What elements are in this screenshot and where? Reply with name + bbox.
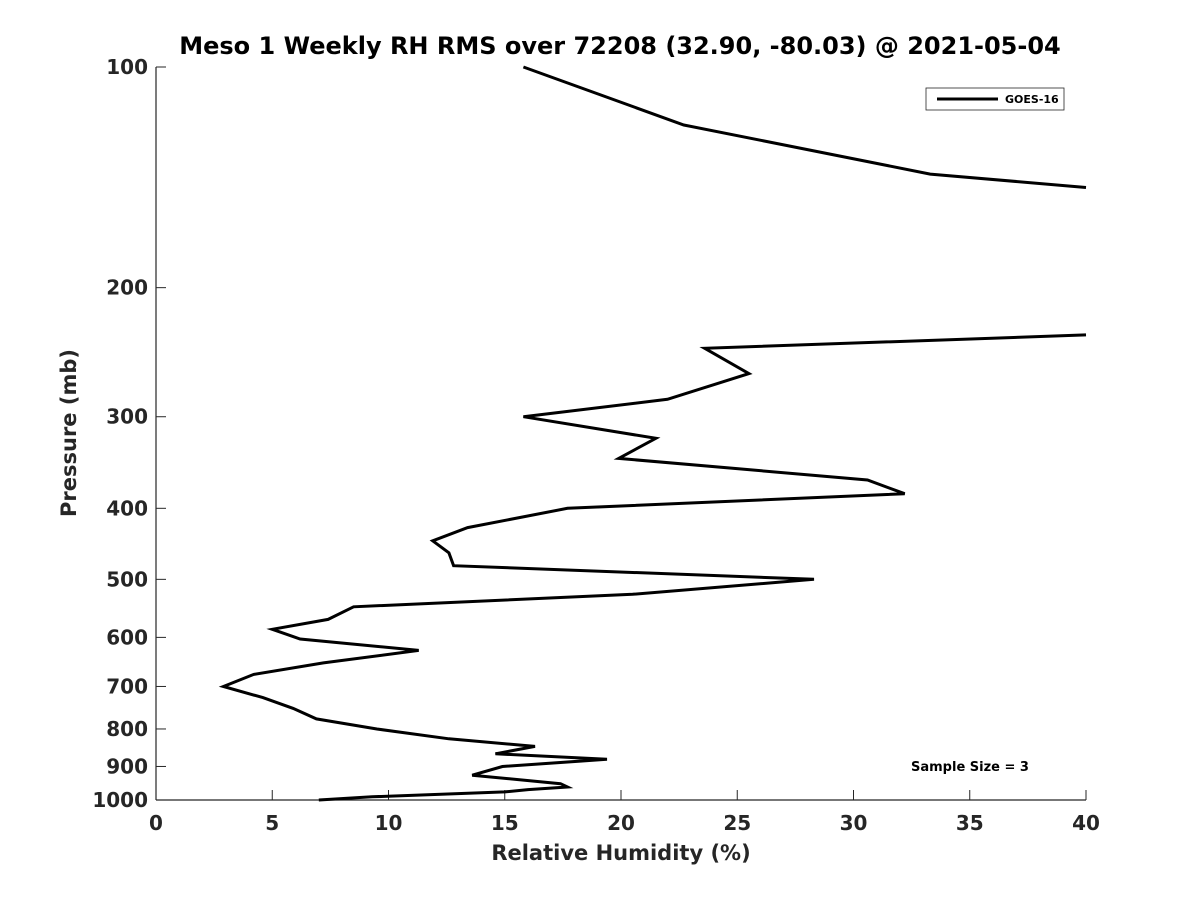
- x-ticks: 0 5 10 15 20 25 30 35 40: [149, 790, 1100, 835]
- x-tick-label: 30: [840, 811, 868, 835]
- x-tick-label: 15: [491, 811, 519, 835]
- y-tick-label: 100: [106, 55, 148, 79]
- legend: GOES-16: [925, 87, 1065, 111]
- y-tick-label: 1000: [92, 788, 148, 812]
- x-tick-label: 0: [149, 811, 163, 835]
- y-tick-label: 500: [106, 567, 148, 591]
- y-tick-label: 600: [106, 625, 148, 649]
- x-tick-label: 20: [607, 811, 635, 835]
- x-tick-label: 40: [1072, 811, 1100, 835]
- legend-label-goes16: GOES-16: [1005, 93, 1059, 106]
- y-tick-label: 900: [106, 754, 148, 778]
- sample-size-note: Sample Size = 3: [911, 760, 1029, 775]
- x-tick-label: 5: [265, 811, 279, 835]
- chart-title: Meso 1 Weekly RH RMS over 72208 (32.90, …: [179, 32, 1061, 60]
- y-tick-label: 700: [106, 674, 148, 698]
- series-lines: [218, 65, 1087, 802]
- y-tick-label: 800: [106, 717, 148, 741]
- x-tick-label: 25: [723, 811, 751, 835]
- series-line-goes16-segment-1: [522, 65, 1087, 189]
- series-line-goes16-segment-2: [218, 333, 1087, 802]
- x-tick-label: 10: [375, 811, 403, 835]
- y-tick-label: 300: [106, 405, 148, 429]
- y-axis-label: Pressure (mb): [57, 349, 81, 517]
- y-ticks: 100 200 300 400 500 600 700 800 900 1000: [92, 55, 166, 812]
- y-tick-label: 200: [106, 276, 148, 300]
- x-tick-label: 35: [956, 811, 984, 835]
- x-axis-label: Relative Humidity (%): [491, 841, 750, 865]
- y-tick-label: 400: [106, 496, 148, 520]
